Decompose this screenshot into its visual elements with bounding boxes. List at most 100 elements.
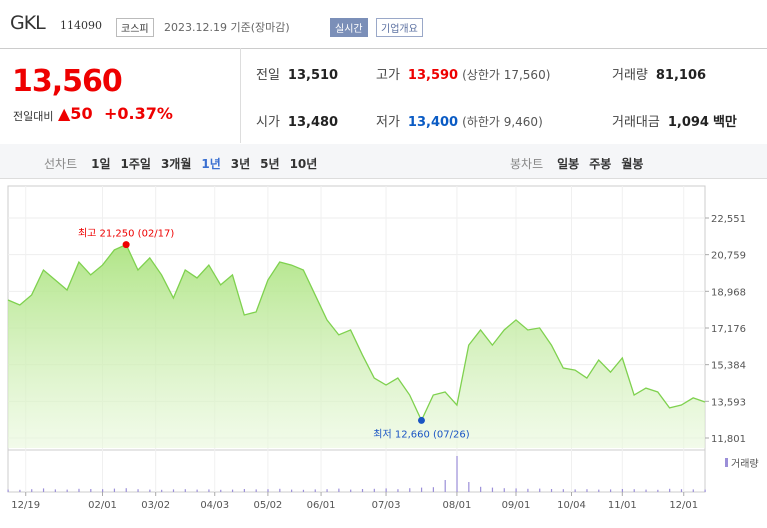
volume-bar bbox=[515, 488, 517, 492]
volume-bar bbox=[409, 488, 411, 492]
volume-bar bbox=[586, 489, 588, 492]
tab[interactable]: 주봉 bbox=[589, 157, 612, 171]
volume-bar bbox=[279, 488, 281, 492]
volume-bar bbox=[503, 488, 505, 492]
change-label: 전일대비 bbox=[13, 110, 54, 123]
tab[interactable]: 월봉 bbox=[621, 157, 644, 171]
tab[interactable]: 10년 bbox=[289, 157, 318, 171]
volume-bar bbox=[19, 489, 21, 492]
quote-cell: 전일 13,510 bbox=[256, 64, 342, 83]
tab[interactable]: 1일 bbox=[91, 157, 111, 171]
y-tick-label: 15,384 bbox=[711, 361, 746, 372]
quote-value: 13,400 bbox=[407, 115, 459, 130]
quote-label: 시가 bbox=[256, 115, 280, 130]
quote-label: 거래대금 bbox=[612, 115, 660, 130]
realtime-button[interactable]: 실시간 bbox=[330, 18, 368, 37]
volume-bar bbox=[125, 488, 127, 492]
quote-value: 13,590 bbox=[407, 68, 459, 83]
volume-bar bbox=[326, 489, 328, 492]
marker-high bbox=[122, 241, 130, 249]
tab[interactable]: 3년 bbox=[230, 157, 251, 171]
volume-bar bbox=[574, 489, 576, 492]
volume-bar bbox=[137, 489, 139, 492]
volume-bar bbox=[468, 482, 470, 492]
tab-label: 봉차트 bbox=[510, 157, 544, 171]
volume-bar bbox=[350, 489, 352, 492]
chart: 22,551 20,759 18,968 17,176 15,384 13,593 11,8… bbox=[7, 185, 759, 511]
volume-bar bbox=[456, 456, 458, 492]
volume-bar bbox=[444, 480, 446, 492]
y-tick-label: 17,176 bbox=[711, 324, 746, 335]
x-tick-label: 08/01 bbox=[443, 500, 472, 511]
volume-bar bbox=[302, 489, 305, 492]
volume-bar bbox=[90, 489, 92, 492]
volume-bar bbox=[208, 489, 210, 492]
stock-name: GKL bbox=[10, 12, 46, 34]
x-tick-label: 03/02 bbox=[141, 500, 170, 511]
change: ▲50 bbox=[58, 104, 93, 123]
quote-value: 81,106 bbox=[655, 68, 707, 83]
stock-code: 114090 bbox=[60, 19, 102, 32]
y-tick-label: 11,801 bbox=[711, 434, 746, 445]
quote-note: (하한가 9,460) bbox=[462, 115, 543, 129]
volume-bar bbox=[255, 489, 257, 492]
tabs: 선차트 1일 1주일 3개월 1년 3년 5년 10년 bbox=[44, 153, 327, 172]
volume-bar bbox=[31, 489, 33, 492]
volume-bar bbox=[562, 489, 564, 492]
volume-bar bbox=[267, 489, 269, 492]
market-tag: 코스피 bbox=[116, 18, 154, 37]
volume-bar bbox=[621, 489, 624, 492]
rate: +0.37% bbox=[104, 104, 173, 123]
volume-bar bbox=[149, 489, 151, 492]
tab[interactable]: 1주일 bbox=[120, 157, 151, 171]
quote-cell: 고가 13,590 (상한가 17,560) bbox=[376, 64, 550, 83]
volume-bar bbox=[633, 489, 635, 492]
volume-bar bbox=[598, 489, 600, 492]
volume-bar bbox=[680, 489, 683, 492]
tab[interactable]: 3개월 bbox=[160, 157, 192, 171]
volume-bar bbox=[42, 488, 45, 492]
volume-bar bbox=[361, 489, 364, 492]
volume-bar bbox=[609, 489, 612, 492]
volume-bar bbox=[161, 489, 163, 492]
quote-note: (상한가 17,560) bbox=[462, 68, 551, 82]
volume-bar bbox=[397, 489, 399, 492]
tab-label: 선차트 bbox=[44, 157, 78, 171]
annotation-low: 최저 12,660 (07/26) bbox=[373, 428, 469, 440]
volume-bar bbox=[314, 489, 316, 492]
tab[interactable]: 일봉 bbox=[557, 157, 580, 171]
marker-low bbox=[417, 416, 425, 424]
x-tick-label: 12/01 bbox=[669, 500, 698, 511]
volume-bar bbox=[550, 489, 553, 492]
y-tick-label: 18,968 bbox=[711, 287, 746, 298]
volume-bar bbox=[66, 489, 68, 492]
volume-bar bbox=[480, 486, 482, 492]
volume-bar bbox=[491, 487, 494, 492]
volume-bar bbox=[220, 489, 222, 492]
volume-bar bbox=[657, 489, 659, 492]
x-tick-label: 05/02 bbox=[253, 500, 282, 511]
volume-bar bbox=[291, 489, 293, 492]
quote-label: 고가 bbox=[376, 68, 400, 83]
quote-label: 전일 bbox=[256, 68, 280, 83]
volume-bar bbox=[184, 489, 186, 492]
overview-button[interactable]: 기업개요 bbox=[376, 18, 423, 37]
volume-bar bbox=[172, 489, 175, 492]
date: 2023.12.19 기준(장마감) bbox=[164, 21, 290, 34]
tab[interactable]: 1년 bbox=[201, 157, 221, 171]
volume-bar bbox=[7, 489, 9, 492]
volume-bar bbox=[102, 489, 104, 492]
divider bbox=[240, 48, 241, 143]
volume-bar bbox=[645, 489, 647, 492]
volume-bar bbox=[527, 488, 529, 492]
volume-bar bbox=[539, 488, 541, 492]
tab[interactable]: 5년 bbox=[260, 157, 280, 171]
quote-label: 거래량 bbox=[612, 68, 648, 83]
quote-cell: 거래대금 1,094 백만 bbox=[612, 111, 737, 130]
x-tick-label: 12/19 bbox=[11, 500, 40, 511]
quote-value: 13,480 bbox=[287, 115, 339, 130]
x-tick-label: 11/01 bbox=[608, 500, 637, 511]
volume-bar bbox=[385, 488, 387, 492]
volume-bar bbox=[54, 489, 56, 492]
